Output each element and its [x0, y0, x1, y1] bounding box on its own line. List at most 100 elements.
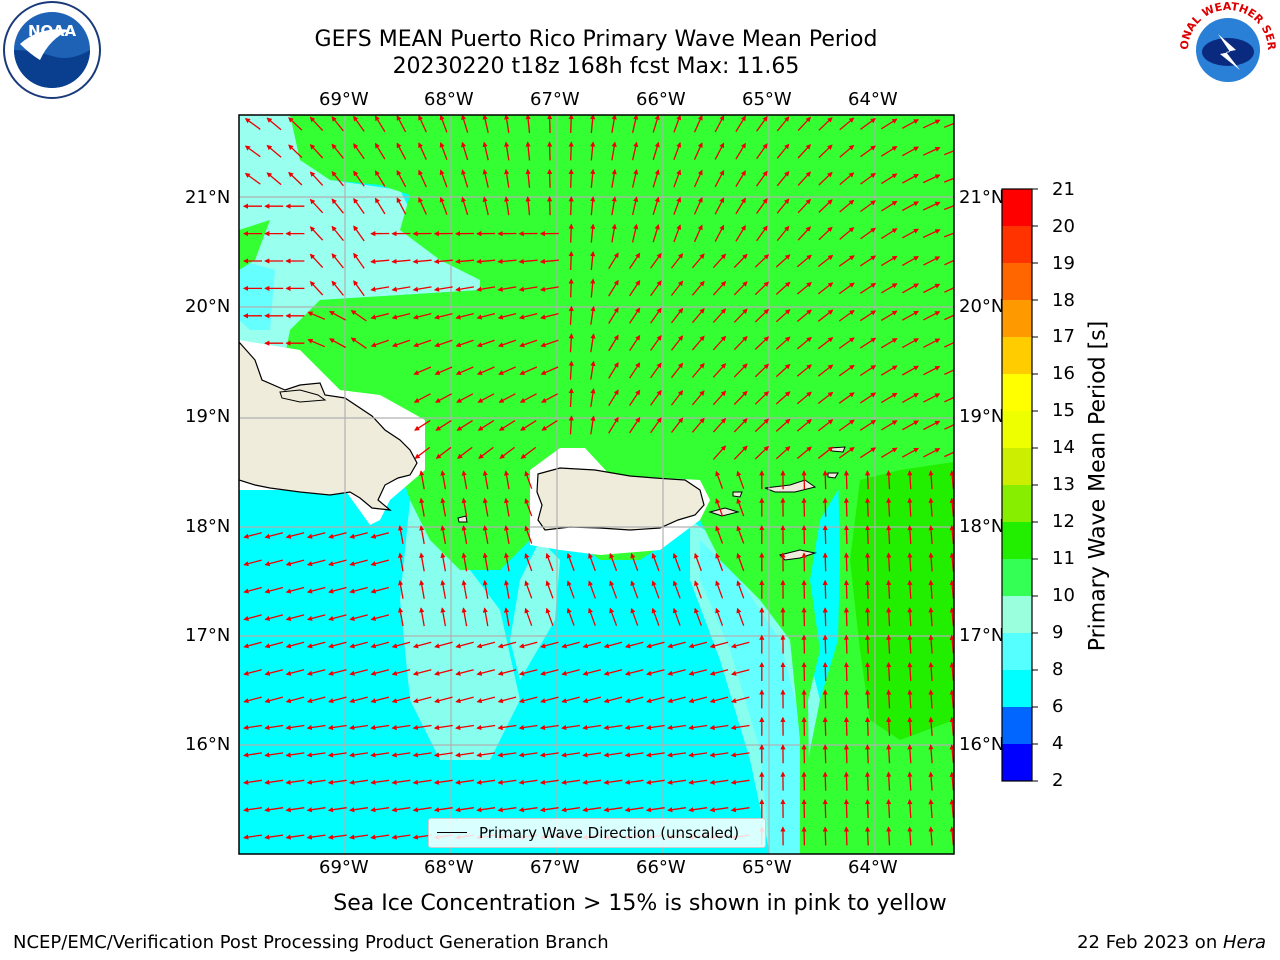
wave-direction-arrow [645, 724, 665, 731]
wave-direction-arrow [243, 586, 262, 594]
wave-direction-arrow [756, 170, 768, 187]
wave-direction-arrow [736, 552, 745, 572]
wave-direction-arrow [498, 366, 516, 375]
wave-direction-arrow [624, 779, 644, 785]
wave-direction-arrow [456, 420, 473, 431]
wave-direction-arrow [928, 470, 934, 490]
wave-direction-arrow [455, 807, 474, 813]
wave-direction-arrow [775, 446, 791, 460]
lat-label-left: 20°N [185, 296, 231, 317]
wave-direction-arrow [754, 281, 770, 296]
wave-direction-arrow [285, 696, 305, 704]
wave-direction-arrow [886, 661, 892, 682]
colorbar-band-9-10 [1002, 596, 1032, 633]
wave-direction-arrow [590, 168, 596, 188]
wave-direction-arrow [754, 391, 770, 405]
wave-direction-arrow [928, 689, 934, 709]
wave-direction-arrow [901, 338, 920, 349]
wave-direction-arrow [412, 641, 432, 649]
wave-direction-arrow [652, 196, 660, 215]
ocean-lightcyan-patch [239, 260, 275, 330]
wave-direction-arrow [370, 258, 390, 265]
wave-direction-arrow [712, 390, 727, 406]
wave-direction-arrow [645, 752, 665, 758]
wave-direction-arrow [688, 669, 708, 676]
wave-direction-arrow [667, 669, 686, 676]
wave-direction-arrow [525, 168, 531, 188]
wave-direction-arrow [631, 223, 639, 243]
wave-direction-arrow [353, 225, 365, 242]
wave-direction-arrow [497, 779, 517, 785]
wave-direction-arrow [434, 696, 453, 704]
wave-direction-arrow [839, 199, 855, 213]
wave-direction-arrow [370, 752, 390, 758]
wave-direction-arrow [943, 122, 954, 128]
wave-direction-arrow [907, 661, 913, 682]
colorbar-tick-label: 21 [1052, 179, 1075, 200]
wave-direction-arrow [629, 389, 641, 406]
wave-direction-arrow [476, 779, 496, 785]
wave-direction-arrow [350, 310, 367, 322]
wave-direction-arrow [609, 580, 618, 599]
colorbar [1001, 188, 1038, 782]
wave-direction-arrow [735, 115, 746, 133]
colorbar-band-4-6 [1002, 707, 1032, 744]
wave-direction-arrow [568, 196, 574, 216]
wave-direction-arrow [455, 312, 474, 320]
wave-direction-arrow [817, 446, 834, 459]
wave-direction-arrow [243, 614, 262, 621]
wave-direction-arrow [928, 552, 934, 572]
wave-direction-arrow [944, 341, 954, 348]
wave-direction-arrow [733, 335, 748, 351]
wave-direction-arrow [864, 798, 871, 819]
wave-direction-arrow [843, 826, 850, 846]
wave-direction-arrow [331, 198, 344, 214]
wave-direction-arrow [455, 641, 474, 649]
wave-direction-arrow [650, 362, 662, 379]
wave-direction-arrow [266, 117, 282, 131]
wave-direction-arrow [864, 552, 871, 572]
wave-direction-arrow [693, 115, 703, 133]
wave-direction-arrow [243, 559, 262, 567]
wave-direction-arrow [497, 258, 517, 265]
wave-direction-arrow [525, 196, 531, 216]
wave-direction-arrow [433, 752, 453, 758]
wave-direction-arrow [414, 446, 431, 459]
wave-direction-arrow [440, 525, 447, 545]
wave-direction-arrow [796, 309, 812, 323]
colorbar-band-20-21 [1002, 189, 1032, 226]
wave-direction-arrow [370, 532, 390, 539]
wave-direction-arrow [541, 420, 558, 431]
wave-direction-arrow [928, 579, 934, 599]
colorbar-tick-label: 16 [1052, 363, 1075, 384]
nws-logo: NATIONAL WEATHER SERVICE [1178, 0, 1278, 96]
wave-direction-arrow [796, 391, 812, 405]
wave-direction-arrow [838, 309, 855, 322]
wave-direction-arrow [797, 144, 812, 159]
wave-direction-arrow [901, 283, 920, 294]
wave-direction-arrow [839, 117, 855, 131]
wave-direction-arrow [455, 366, 474, 375]
wave-direction-arrow [817, 309, 834, 322]
wave-direction-arrow [455, 724, 474, 731]
lon-label-bottom: 64°W [848, 857, 898, 878]
wave-direction-arrow [419, 470, 425, 490]
wave-direction-arrow [349, 834, 368, 840]
wave-direction-arrow [264, 641, 284, 649]
wave-direction-arrow [775, 309, 791, 323]
wave-direction-arrow [715, 498, 724, 517]
wave-direction-arrow [859, 337, 877, 349]
wave-direction-arrow [582, 807, 602, 813]
wave-direction-arrow [838, 446, 855, 459]
wave-direction-arrow [822, 826, 828, 846]
wave-direction-arrow [886, 689, 892, 709]
colorbar-frame [1001, 188, 1033, 782]
wave-direction-arrow [590, 115, 596, 134]
wave-direction-arrow [461, 579, 468, 599]
wave-direction-arrow [353, 280, 365, 297]
wave-direction-arrow [440, 607, 447, 627]
wave-direction-arrow [413, 366, 432, 375]
wave-direction-arrow [412, 696, 432, 704]
wave-direction-arrow [518, 807, 538, 813]
wave-direction-arrow [244, 118, 261, 130]
